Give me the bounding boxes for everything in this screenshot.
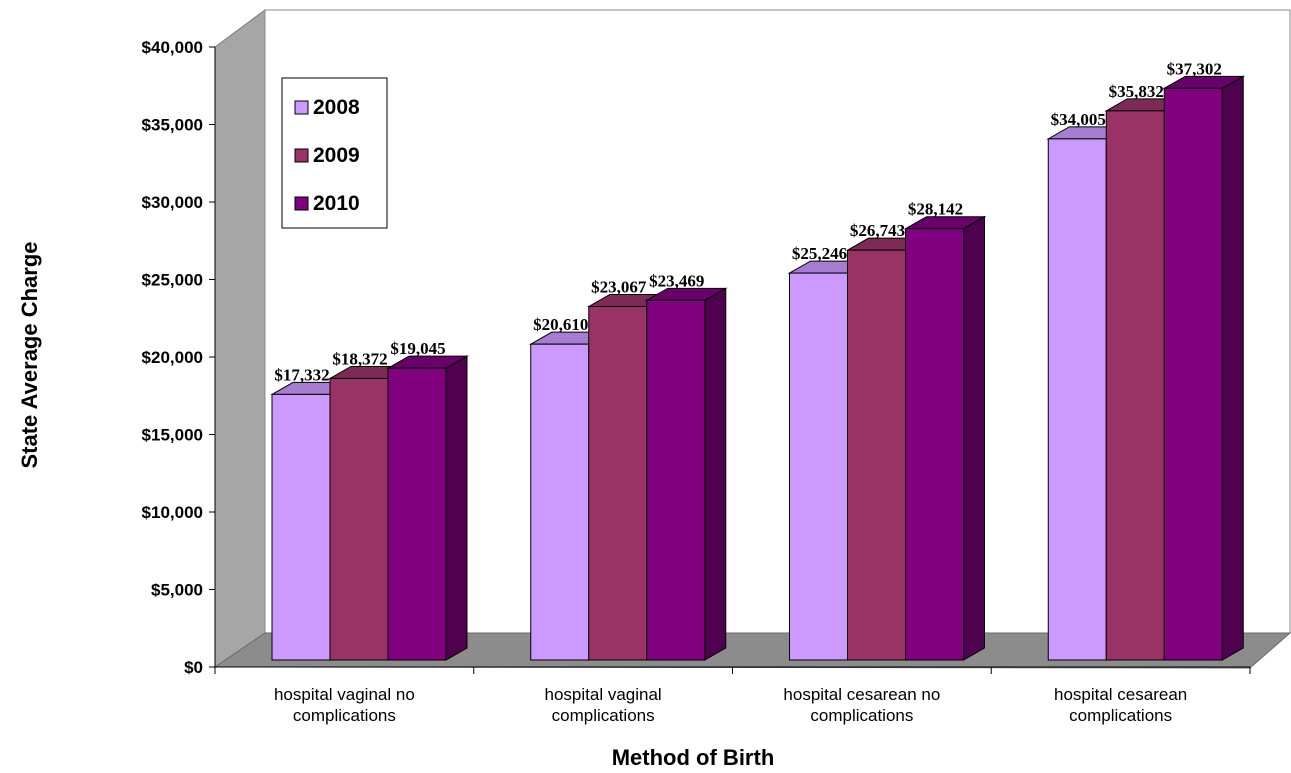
- legend-label: 2010: [313, 192, 360, 215]
- bar-front: [1105, 110, 1165, 661]
- legend: 2008 2009 2010: [281, 77, 388, 229]
- y-tick-label: $20,000: [142, 348, 203, 367]
- bar-front: [387, 367, 447, 661]
- category-label: complications: [552, 706, 655, 725]
- data-label: $20,610: [533, 315, 588, 334]
- y-tick-label: $35,000: [142, 116, 203, 135]
- y-tick-label: $40,000: [142, 38, 203, 57]
- legend-swatch-2010: [294, 196, 309, 211]
- y-axis: $0 $5,000 $10,000 $15,000 $20,000 $25,000 $30,…: [142, 38, 216, 677]
- legend-swatch-2009: [294, 148, 309, 163]
- category-label: complications: [1069, 706, 1172, 725]
- y-tick-label: $30,000: [142, 193, 203, 212]
- data-label: $25,246: [792, 244, 847, 263]
- x-axis: hospital vaginal no complications hospital…: [214, 666, 1251, 725]
- bar-front: [1163, 87, 1223, 661]
- bar-2010-1: [644, 287, 728, 661]
- side-wall: [214, 9, 266, 668]
- legend-label: 2009: [313, 144, 360, 167]
- x-axis-title: Method of Birth: [612, 745, 775, 770]
- category-label: hospital cesarean no: [783, 685, 940, 704]
- bar-front: [588, 305, 648, 661]
- bar-side: [963, 215, 985, 661]
- data-labels: $17,332$18,372$19,045 $20,610$23,067 $23,4…: [274, 59, 1222, 384]
- bar-front: [271, 393, 331, 661]
- category-label: complications: [293, 706, 396, 725]
- bar-2010-0: [386, 355, 469, 661]
- y-tick-label: $5,000: [151, 581, 203, 600]
- y-axis-title: State Average Charge: [17, 241, 42, 468]
- y-tick-label: $10,000: [142, 503, 203, 522]
- bar-2010-3: [1162, 75, 1246, 661]
- data-label: $37,302: [1167, 59, 1222, 78]
- y-tick-label: $15,000: [142, 426, 203, 445]
- bar-front: [646, 299, 706, 661]
- bar-side: [445, 355, 468, 661]
- data-label: $35,832: [1109, 82, 1164, 101]
- bar-front: [847, 249, 906, 661]
- data-label: $19,045: [390, 339, 445, 358]
- bar-front: [329, 377, 389, 661]
- bar-side: [704, 287, 727, 661]
- data-label: $28,142: [908, 200, 963, 219]
- category-label: complications: [810, 706, 913, 725]
- legend-label: 2008: [313, 96, 360, 119]
- legend-swatch-2008: [294, 100, 309, 115]
- bar-front: [789, 272, 848, 661]
- bar-side: [1221, 75, 1244, 661]
- bar-front: [905, 228, 964, 661]
- bar-front: [530, 343, 590, 661]
- data-label: $17,332: [274, 365, 329, 384]
- data-label: $26,743: [850, 221, 905, 240]
- category-label: hospital vaginal: [545, 685, 662, 704]
- bar-front: [1047, 138, 1107, 661]
- y-tick-label: $0: [184, 658, 203, 677]
- category-label: hospital vaginal no: [274, 685, 415, 704]
- y-tick-label: $25,000: [142, 271, 203, 290]
- bar-2010-2: [903, 215, 987, 661]
- data-label: $23,067: [591, 277, 647, 296]
- category-label: hospital cesarean: [1054, 685, 1187, 704]
- data-label: $34,005: [1051, 110, 1106, 129]
- data-label: $23,469: [649, 271, 704, 290]
- data-label: $18,372: [332, 349, 387, 368]
- bars: [270, 75, 1246, 661]
